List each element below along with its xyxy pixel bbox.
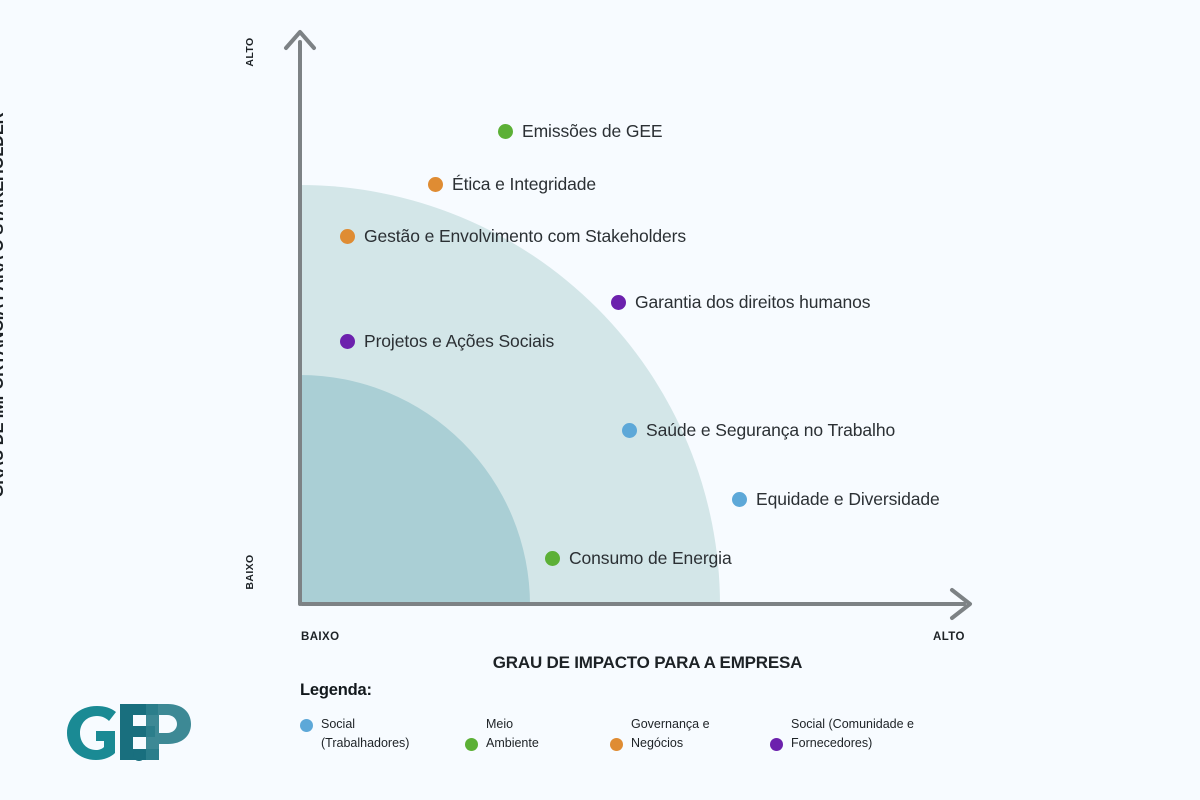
- data-point-dot-icon: [622, 423, 637, 438]
- legend-item-label-line1: Social: [321, 717, 356, 731]
- y-axis-low-label: BAIXO: [244, 554, 256, 590]
- legend-item[interactable]: Social (Trabalhadores): [300, 715, 409, 753]
- legend-dot-icon: [300, 719, 313, 732]
- data-point-label: Garantia dos direitos humanos: [635, 292, 871, 312]
- legend-dot-icon: [610, 738, 623, 751]
- gep-logo-icon: [67, 704, 191, 761]
- legend: Legenda: Social (Trabalhadores) Meio Ambien…: [300, 681, 1000, 781]
- data-point: Consumo de Energia: [545, 548, 732, 569]
- legend-item-label-line1: Social (Comunidade e: [791, 717, 914, 731]
- legend-item-label-line1: Meio: [486, 717, 514, 731]
- legend-item-label: Social (Trabalhadores): [321, 715, 409, 753]
- y-axis-title: GRAU DE IMPORTÂNCIA PARA O STAKEHOLDER: [0, 112, 7, 498]
- plot-area: [300, 35, 990, 605]
- data-point: Garantia dos direitos humanos: [611, 292, 871, 313]
- legend-items: Social (Trabalhadores) Meio Ambiente Governa…: [300, 715, 1000, 777]
- x-axis-line: [300, 602, 966, 606]
- arc-svg: [300, 185, 720, 605]
- legend-item[interactable]: Social (Comunidade e Fornecedores): [770, 715, 914, 753]
- legend-item-label-line2: Ambiente: [486, 736, 539, 750]
- data-point-dot-icon: [428, 177, 443, 192]
- y-axis-arrow-icon: [284, 30, 316, 50]
- legend-item-label: Social (Comunidade e Fornecedores): [791, 715, 914, 753]
- x-axis-title: GRAU DE IMPACTO PARA A EMPRESA: [492, 653, 803, 672]
- y-axis-line: [298, 40, 302, 606]
- data-point-dot-icon: [340, 334, 355, 349]
- legend-dot-icon: [465, 738, 478, 751]
- data-point-dot-icon: [611, 295, 626, 310]
- data-point-label: Equidade e Diversidade: [756, 489, 940, 509]
- data-point-label: Ética e Integridade: [452, 174, 597, 194]
- data-point-label: Projetos e Ações Sociais: [364, 331, 555, 351]
- legend-item-label-line2: Negócios: [631, 736, 684, 750]
- data-point: Gestão e Envolvimento com Stakeholders: [340, 226, 686, 247]
- data-point-label: Emissões de GEE: [522, 121, 663, 141]
- data-point-label: Gestão e Envolvimento com Stakeholders: [364, 226, 687, 246]
- legend-title: Legenda:: [300, 681, 372, 699]
- y-axis-high-label: ALTO: [244, 37, 256, 67]
- data-point-dot-icon: [498, 124, 513, 139]
- data-point-dot-icon: [732, 492, 747, 507]
- inner-arc-band: [300, 375, 530, 605]
- data-point: Emissões de GEE: [498, 121, 663, 142]
- data-point-label: Saúde e Segurança no Trabalho: [646, 420, 896, 440]
- data-point-dot-icon: [545, 551, 560, 566]
- quadrant-arcs: [300, 35, 990, 605]
- data-point: Projetos e Ações Sociais: [340, 331, 554, 352]
- data-point: Equidade e Diversidade: [732, 489, 940, 510]
- legend-dot-icon: [770, 738, 783, 751]
- legend-item-label-line2: Fornecedores): [791, 736, 873, 750]
- legend-item[interactable]: Meio Ambiente: [465, 715, 539, 753]
- legend-item[interactable]: Governança e Negócios: [610, 715, 710, 753]
- data-point: Saúde e Segurança no Trabalho: [622, 420, 895, 441]
- legend-item-label: Governança e Negócios: [631, 715, 710, 753]
- x-axis-arrow-icon: [950, 588, 972, 620]
- data-point-dot-icon: [340, 229, 355, 244]
- legend-item-label: Meio Ambiente: [486, 715, 539, 753]
- gep-logo: [64, 700, 194, 770]
- x-axis-low-label: BAIXO: [301, 631, 340, 643]
- x-axis-high-label: ALTO: [933, 631, 965, 643]
- data-point-label: Consumo de Energia: [569, 548, 732, 568]
- legend-item-label-line1: Governança e: [631, 717, 710, 731]
- legend-item-label-line2: (Trabalhadores): [321, 736, 410, 750]
- data-point: Ética e Integridade: [428, 174, 596, 195]
